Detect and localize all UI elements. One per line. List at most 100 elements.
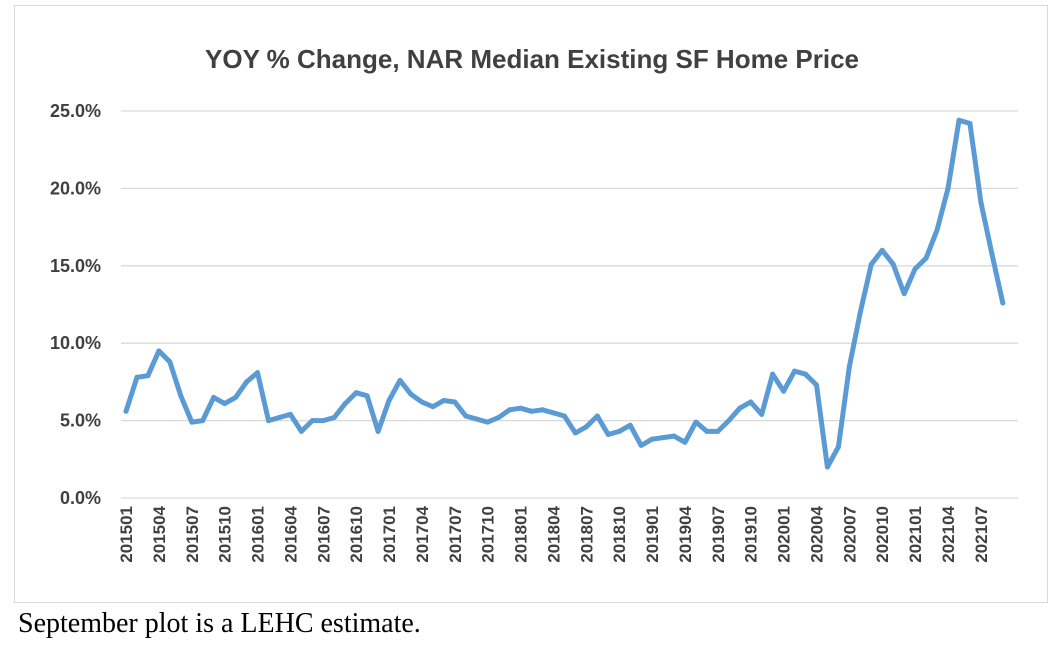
data-point: [682, 439, 688, 445]
data-point: [956, 117, 962, 123]
data-point: [803, 371, 809, 377]
x-tick-label: 201604: [281, 505, 300, 562]
data-point: [824, 464, 830, 470]
data-point: [123, 408, 129, 414]
x-tick-label: 201710: [479, 506, 498, 563]
data-point: [474, 416, 480, 422]
data-point: [298, 428, 304, 434]
data-point: [923, 255, 929, 261]
data-point: [452, 399, 458, 405]
data-point: [167, 359, 173, 365]
data-point: [200, 418, 206, 424]
data-point: [145, 373, 151, 379]
x-tick-label: 201804: [544, 505, 563, 562]
data-point: [890, 261, 896, 267]
y-axis-ticks: 0.0% 5.0% 10.0% 15.0% 20.0% 25.0%: [50, 101, 101, 508]
y-tick-label: 20.0%: [50, 178, 101, 198]
data-point: [901, 291, 907, 297]
data-point: [441, 397, 447, 403]
data-point: [879, 247, 885, 253]
data-point: [770, 371, 776, 377]
data-point: [375, 428, 381, 434]
data-point: [912, 266, 918, 272]
y-tick-label: 10.0%: [50, 333, 101, 353]
data-point: [561, 413, 567, 419]
x-axis-ticks: 201501 201504 201507 201510 201601 201604 2016…: [117, 505, 991, 562]
x-tick-label: 202001: [775, 506, 794, 563]
chart-caption: September plot is a LEHC estimate.: [18, 608, 421, 639]
x-tick-label: 202004: [807, 505, 826, 562]
data-point: [748, 399, 754, 405]
data-point: [627, 422, 633, 428]
data-point: [737, 405, 743, 411]
data-point: [857, 309, 863, 315]
x-tick-label: 201901: [643, 506, 662, 563]
x-tick-label: 201907: [709, 506, 728, 563]
data-point: [539, 407, 545, 413]
x-tick-label: 202104: [939, 505, 958, 562]
data-point: [386, 397, 392, 403]
data-point: [967, 120, 973, 126]
data-point: [792, 368, 798, 374]
data-point: [397, 377, 403, 383]
x-tick-label: 201707: [446, 506, 465, 563]
data-point: [507, 407, 513, 413]
data-point: [550, 410, 556, 416]
data-point: [309, 418, 315, 424]
data-point: [364, 393, 370, 399]
data-point: [835, 444, 841, 450]
data-point: [868, 261, 874, 267]
x-tick-label: 201601: [249, 506, 268, 563]
data-point: [1000, 300, 1006, 306]
data-point: [463, 413, 469, 419]
data-point: [616, 428, 622, 434]
line-chart: YOY % Change, NAR Median Existing SF Hom…: [50, 44, 1018, 563]
data-point: [496, 415, 502, 421]
series-layer: [123, 117, 1006, 470]
data-point: [813, 382, 819, 388]
x-tick-label: 202010: [873, 506, 892, 563]
data-point: [529, 408, 535, 414]
data-point: [189, 419, 195, 425]
data-point: [287, 411, 293, 417]
data-point: [233, 394, 239, 400]
data-point: [276, 415, 282, 421]
data-point: [726, 418, 732, 424]
data-point: [265, 418, 271, 424]
x-tick-label: 202101: [906, 506, 925, 563]
data-point: [178, 393, 184, 399]
data-point: [846, 363, 852, 369]
data-point: [244, 379, 250, 385]
data-point: [605, 432, 611, 438]
x-tick-label: 201507: [183, 506, 202, 563]
data-point: [671, 433, 677, 439]
x-tick-label: 201504: [150, 505, 169, 562]
x-tick-label: 201904: [676, 505, 695, 562]
data-point: [660, 435, 666, 441]
data-point: [759, 411, 765, 417]
y-tick-label: 15.0%: [50, 256, 101, 276]
y-tick-label: 0.0%: [60, 488, 101, 508]
data-point: [649, 436, 655, 442]
data-point: [255, 370, 261, 376]
data-point: [715, 428, 721, 434]
x-tick-label: 201704: [413, 505, 432, 562]
gridlines: [121, 110, 1018, 499]
data-point: [320, 418, 326, 424]
data-point: [342, 401, 348, 407]
x-tick-label: 201810: [610, 506, 629, 563]
x-tick-label: 201610: [347, 506, 366, 563]
data-point: [222, 401, 228, 407]
y-tick-label: 25.0%: [50, 101, 101, 121]
data-point: [638, 442, 644, 448]
data-point: [693, 419, 699, 425]
data-point: [934, 227, 940, 233]
data-point: [978, 199, 984, 205]
x-tick-label: 201701: [380, 506, 399, 563]
data-point: [331, 415, 337, 421]
data-point: [572, 430, 578, 436]
data-point: [989, 250, 995, 256]
x-tick-label: 202107: [972, 506, 991, 563]
x-tick-label: 201501: [117, 506, 136, 563]
data-point: [485, 419, 491, 425]
